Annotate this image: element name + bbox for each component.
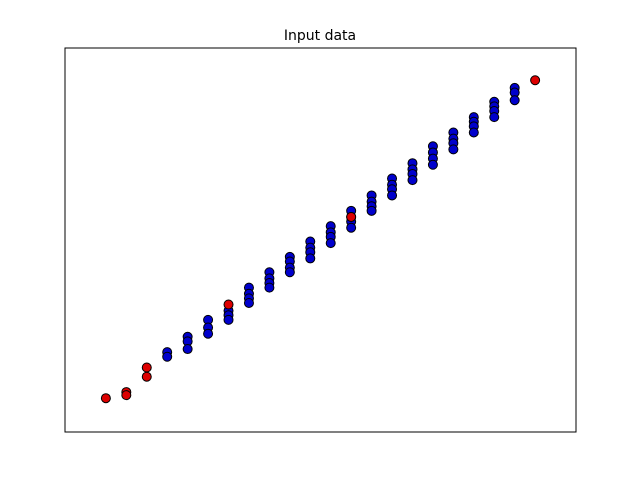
point bbox=[223, 299, 234, 310]
point bbox=[468, 127, 479, 138]
point bbox=[346, 211, 357, 222]
point bbox=[182, 344, 193, 355]
plot-area bbox=[100, 75, 541, 404]
point bbox=[427, 159, 438, 170]
axes-frame bbox=[64, 47, 577, 433]
point bbox=[489, 112, 500, 123]
point bbox=[325, 238, 336, 249]
point bbox=[141, 362, 152, 373]
point bbox=[162, 351, 173, 362]
chart-title: Input data bbox=[284, 28, 356, 44]
point bbox=[203, 328, 214, 339]
point bbox=[366, 205, 377, 216]
point bbox=[407, 175, 418, 186]
point bbox=[387, 190, 398, 201]
point bbox=[346, 222, 357, 233]
point bbox=[121, 390, 132, 401]
point bbox=[243, 297, 254, 308]
point bbox=[448, 144, 459, 155]
point bbox=[284, 267, 295, 278]
point bbox=[100, 393, 111, 404]
point bbox=[305, 253, 316, 264]
point bbox=[264, 282, 275, 293]
point bbox=[509, 95, 520, 106]
point bbox=[530, 75, 541, 86]
point bbox=[223, 314, 234, 325]
point bbox=[141, 371, 152, 382]
